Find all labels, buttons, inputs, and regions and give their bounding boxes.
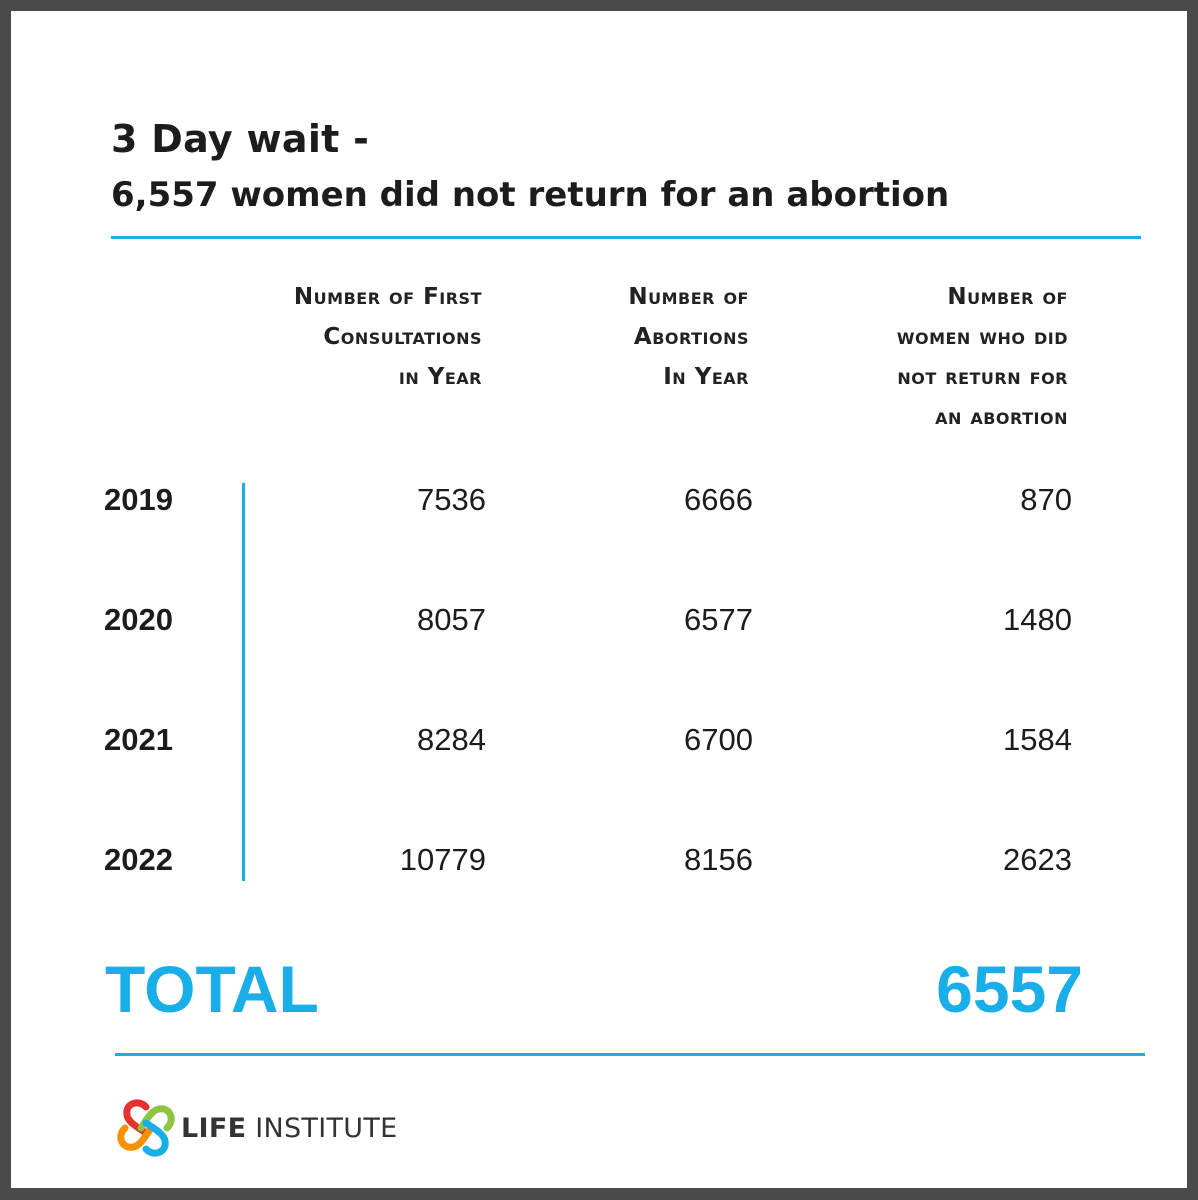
- column-header-line: In Year: [663, 364, 749, 390]
- column-header-1: Number of First Consultations in Year: [294, 277, 482, 397]
- table-cell: 6700: [684, 722, 753, 757]
- table-cell: 1480: [1003, 602, 1072, 637]
- bottom-divider: [115, 1053, 1145, 1056]
- column-header-line: Abortions: [633, 324, 749, 350]
- table-cell: 6577: [684, 602, 753, 637]
- table-cell: 1584: [1003, 722, 1072, 757]
- column-header-line: an abortion: [935, 404, 1068, 430]
- column-header-2: Number of Abortions In Year: [628, 277, 749, 397]
- table-cell: 870: [1020, 482, 1072, 517]
- top-divider: [111, 236, 1141, 239]
- row-year-label: 2021: [104, 722, 173, 757]
- logo-wordmark-bold: LIFE: [181, 1112, 247, 1144]
- table-cell: 7536: [417, 482, 486, 517]
- row-year-label: 2020: [104, 602, 173, 637]
- table-cell: 8284: [417, 722, 486, 757]
- column-header-line: Number of: [947, 284, 1068, 310]
- column-header-3: Number of women who did not return for an a…: [897, 277, 1068, 437]
- page-title: 3 Day wait -: [111, 117, 370, 161]
- column-header-line: Number of First: [293, 284, 482, 310]
- logo-wordmark: LIFE INSTITUTE: [181, 1113, 398, 1144]
- table-cell: 8156: [684, 842, 753, 877]
- total-value: 6557: [936, 952, 1083, 1026]
- table-cell: 10779: [399, 842, 486, 877]
- table-cell: 8057: [417, 602, 486, 637]
- table-cell: 2623: [1003, 842, 1072, 877]
- table-cell: 6666: [684, 482, 753, 517]
- row-year-label: 2022: [104, 842, 173, 877]
- total-label: TOTAL: [105, 952, 319, 1026]
- life-institute-logo: LIFE INSTITUTE: [117, 1099, 398, 1157]
- column-header-line: Consultations: [323, 324, 482, 350]
- column-header-line: women who did: [896, 324, 1068, 350]
- column-header-line: not return for: [897, 364, 1068, 390]
- infographic-card: 3 Day wait - 6,557 women did not return …: [11, 11, 1187, 1188]
- column-header-line: Number of: [628, 284, 749, 310]
- year-divider-line: [242, 483, 245, 881]
- interlocking-hearts-logo-icon: [117, 1099, 175, 1157]
- column-header-line: in Year: [398, 364, 482, 390]
- row-year-label: 2019: [104, 482, 173, 517]
- logo-wordmark-rest: INSTITUTE: [246, 1112, 398, 1144]
- page-subtitle: 6,557 women did not return for an aborti…: [111, 175, 950, 215]
